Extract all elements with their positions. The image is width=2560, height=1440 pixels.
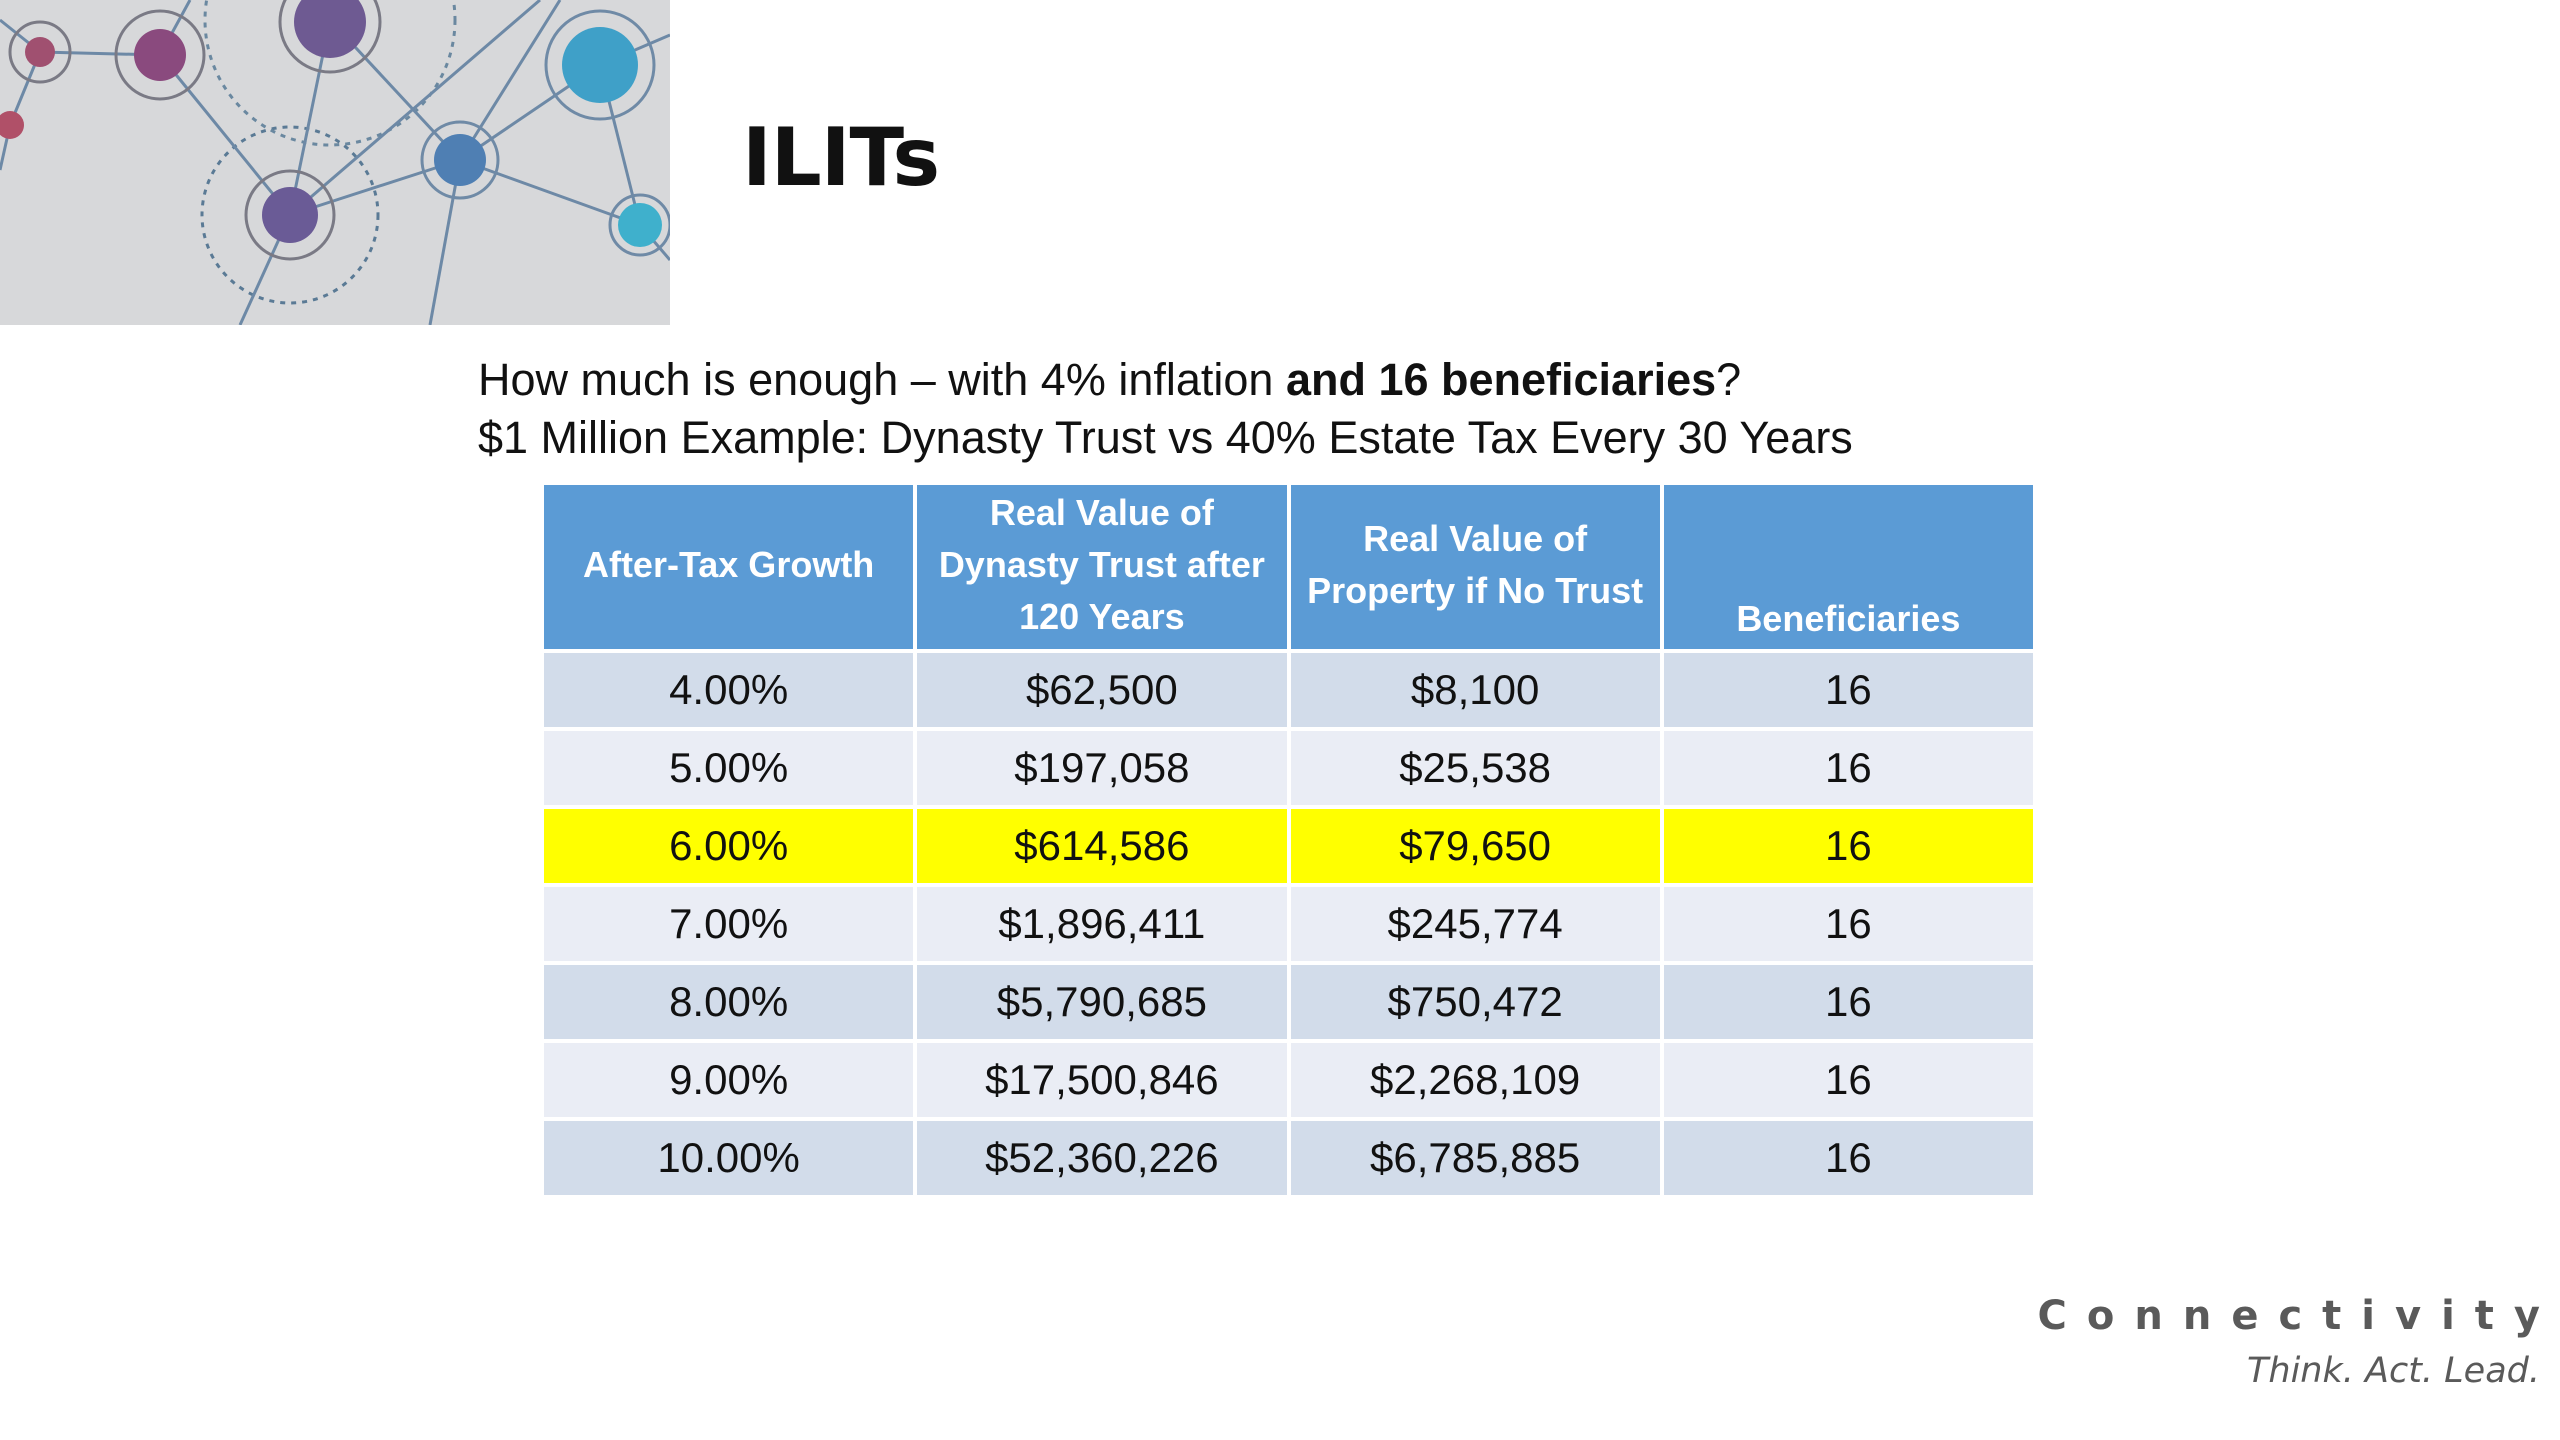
brand-name: Connectivity xyxy=(2037,1293,2560,1339)
table-row-highlighted: 6.00% $614,586 $79,650 16 xyxy=(544,809,2033,883)
dynasty-trust-table: After-Tax Growth Real Value of Dynasty T… xyxy=(540,481,2037,1199)
cell-beneficiaries: 16 xyxy=(1663,887,2033,961)
cell-no-trust-value: $8,100 xyxy=(1290,653,1660,727)
cell-growth: 7.00% xyxy=(544,887,914,961)
table-row: 10.00% $52,360,226 $6,785,885 16 xyxy=(544,1121,2033,1195)
cell-growth: 8.00% xyxy=(544,965,914,1039)
table-row: 4.00% $62,500 $8,100 16 xyxy=(544,653,2033,727)
cell-trust-value: $5,790,685 xyxy=(917,965,1287,1039)
table-row: 9.00% $17,500,846 $2,268,109 16 xyxy=(544,1043,2033,1117)
cell-no-trust-value: $750,472 xyxy=(1290,965,1660,1039)
cell-growth: 4.00% xyxy=(544,653,914,727)
brand-logo: Connectivity Think. Act. Lead. xyxy=(2038,1296,2540,1389)
cell-growth: 9.00% xyxy=(544,1043,914,1117)
intro-question-bold: and 16 beneficiaries xyxy=(1285,354,1717,405)
cell-no-trust-value: $25,538 xyxy=(1290,731,1660,805)
cell-trust-value: $62,500 xyxy=(917,653,1287,727)
cell-trust-value: $1,896,411 xyxy=(917,887,1287,961)
cell-no-trust-value: $245,774 xyxy=(1290,887,1660,961)
cell-no-trust-value: $6,785,885 xyxy=(1290,1121,1660,1195)
table-header-row: After-Tax Growth Real Value of Dynasty T… xyxy=(544,485,2033,649)
slide-title: ILITs xyxy=(742,111,940,204)
cell-no-trust-value: $2,268,109 xyxy=(1290,1043,1660,1117)
brand-tagline: Think. Act. Lead. xyxy=(2247,1351,2540,1391)
cell-no-trust-value: $79,650 xyxy=(1290,809,1660,883)
cell-beneficiaries: 16 xyxy=(1663,809,2033,883)
intro-example: $1 Million Example: Dynasty Trust vs 40%… xyxy=(478,412,1853,463)
header-no-trust-value: Real Value of Property if No Trust xyxy=(1290,485,1660,649)
table-row: 8.00% $5,790,685 $750,472 16 xyxy=(544,965,2033,1039)
cell-beneficiaries: 16 xyxy=(1663,731,2033,805)
header-after-tax-growth: After-Tax Growth xyxy=(544,485,914,649)
network-nodes-graphic xyxy=(0,0,670,325)
intro-question-prefix: How much is enough – with 4% inflation xyxy=(478,354,1286,405)
table-row: 7.00% $1,896,411 $245,774 16 xyxy=(544,887,2033,961)
cell-beneficiaries: 16 xyxy=(1663,1121,2033,1195)
header-beneficiaries: Beneficiaries xyxy=(1663,485,2033,649)
intro-question-suffix: ? xyxy=(1716,354,1742,405)
cell-beneficiaries: 16 xyxy=(1663,653,2033,727)
cell-growth: 10.00% xyxy=(544,1121,914,1195)
cell-beneficiaries: 16 xyxy=(1663,965,2033,1039)
intro-question: How much is enough – with 4% inflation a… xyxy=(478,357,1741,402)
cell-growth: 6.00% xyxy=(544,809,914,883)
cell-trust-value: $614,586 xyxy=(917,809,1287,883)
cell-beneficiaries: 16 xyxy=(1663,1043,2033,1117)
cell-trust-value: $52,360,226 xyxy=(917,1121,1287,1195)
table-row: 5.00% $197,058 $25,538 16 xyxy=(544,731,2033,805)
cell-trust-value: $17,500,846 xyxy=(917,1043,1287,1117)
header-dynasty-trust-value: Real Value of Dynasty Trust after 120 Ye… xyxy=(917,485,1287,649)
cell-growth: 5.00% xyxy=(544,731,914,805)
cell-trust-value: $197,058 xyxy=(917,731,1287,805)
